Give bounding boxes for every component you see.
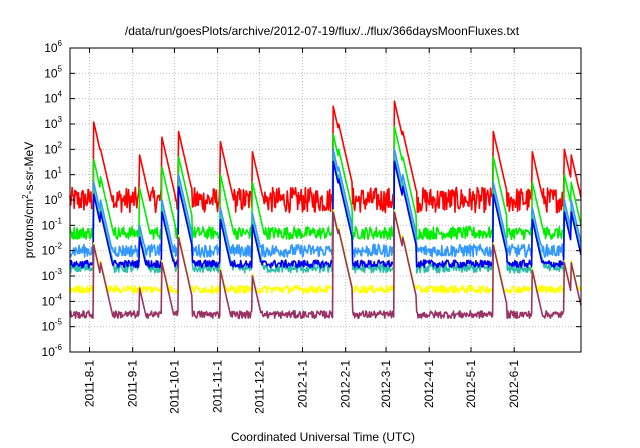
series-line-2: [69, 148, 582, 258]
y-tick-label: 10-4: [42, 292, 63, 308]
series-line-0: [69, 100, 582, 214]
y-axis-label: protons/cm2-s-sr-MeV: [21, 142, 36, 258]
x-tick-label: 2012-1-1: [296, 360, 310, 408]
y-tick-label: 101: [44, 166, 62, 182]
y-tick-label-base: 10: [42, 345, 56, 359]
y-axis-label-rest: -s-sr-MeV: [22, 142, 36, 195]
x-tick-label: 2011-9-1: [126, 360, 140, 407]
x-tick-label: 2012-5-1: [464, 360, 478, 408]
y-tick-label-base: 10: [44, 168, 58, 182]
y-tick-label-exp: 3: [58, 115, 63, 124]
y-tick-label: 10-6: [42, 343, 63, 359]
y-tick-label-base: 10: [44, 41, 58, 55]
y-tick-label: 10-2: [42, 242, 63, 258]
x-ticks: 2011-8-1 2011-9-1 2011-10-1 2011-11-1 2011-1…: [82, 48, 521, 414]
x-tick-label: 2012-4-1: [422, 360, 436, 408]
y-tick-label-exp: -2: [55, 242, 63, 251]
y-tick-label-exp: 2: [58, 140, 63, 149]
y-tick-label-base: 10: [42, 218, 56, 232]
series-line-6: [69, 211, 582, 320]
y-axis-label-sup: 2: [21, 194, 30, 199]
y-tick-label-exp: -6: [55, 343, 63, 352]
y-tick-label-exp: -3: [55, 267, 63, 276]
series-line-4: [69, 160, 582, 269]
y-axis-label-base: protons/cm: [22, 199, 36, 258]
y-tick-label: 106: [44, 39, 62, 55]
y-tick-label: 10-1: [42, 216, 63, 232]
y-tick-label-exp: 1: [58, 166, 63, 175]
y-tick-label-base: 10: [44, 92, 58, 106]
x-tick-label: 2012-2-1: [339, 360, 353, 408]
chart-title: /data/run/goesPlots/archive/2012-07-19/f…: [125, 24, 520, 38]
y-ticks: 10-610-510-410-310-210-11001011021031041…: [42, 39, 581, 359]
y-tick-label-exp: 0: [58, 191, 63, 200]
y-tick-label-base: 10: [42, 244, 56, 258]
y-tick-label-exp: -4: [55, 292, 63, 301]
series-line-1: [69, 125, 582, 241]
y-tick-label: 10-5: [42, 318, 63, 334]
y-tick-label-exp: -5: [55, 318, 63, 327]
x-tick-label: 2011-10-1: [167, 360, 181, 414]
y-tick-label: 105: [44, 64, 62, 80]
y-tick-label: 102: [44, 140, 62, 156]
x-tick-label: 2011-11-1: [211, 360, 225, 413]
y-tick-label-base: 10: [44, 66, 58, 80]
y-tick-label-base: 10: [44, 117, 58, 131]
series-line-3: [69, 156, 582, 274]
y-tick-label-base: 10: [44, 193, 58, 207]
x-tick-label: 2012-6-1: [507, 360, 521, 408]
x-axis-label: Coordinated Universal Time (UTC): [231, 430, 415, 444]
y-tick-label: 100: [44, 191, 62, 207]
y-tick-label: 10-3: [42, 267, 63, 283]
x-tick-label: 2011-12-1: [252, 360, 266, 414]
x-tick-label: 2012-3-1: [379, 360, 393, 408]
y-tick-label-exp: 4: [58, 90, 63, 99]
series-layer: [69, 100, 582, 320]
x-tick-label: 2011-8-1: [82, 360, 96, 407]
y-tick-label-base: 10: [42, 294, 56, 308]
y-tick-label-base: 10: [42, 269, 56, 283]
y-tick-label-base: 10: [42, 320, 56, 334]
y-tick-label: 103: [44, 115, 62, 131]
grid: [70, 48, 581, 352]
y-tick-label-exp: 5: [58, 64, 63, 73]
y-tick-label-base: 10: [44, 142, 58, 156]
y-tick-label-exp: -1: [55, 216, 63, 225]
y-tick-label: 104: [44, 90, 62, 106]
y-tick-label-exp: 6: [58, 39, 63, 48]
